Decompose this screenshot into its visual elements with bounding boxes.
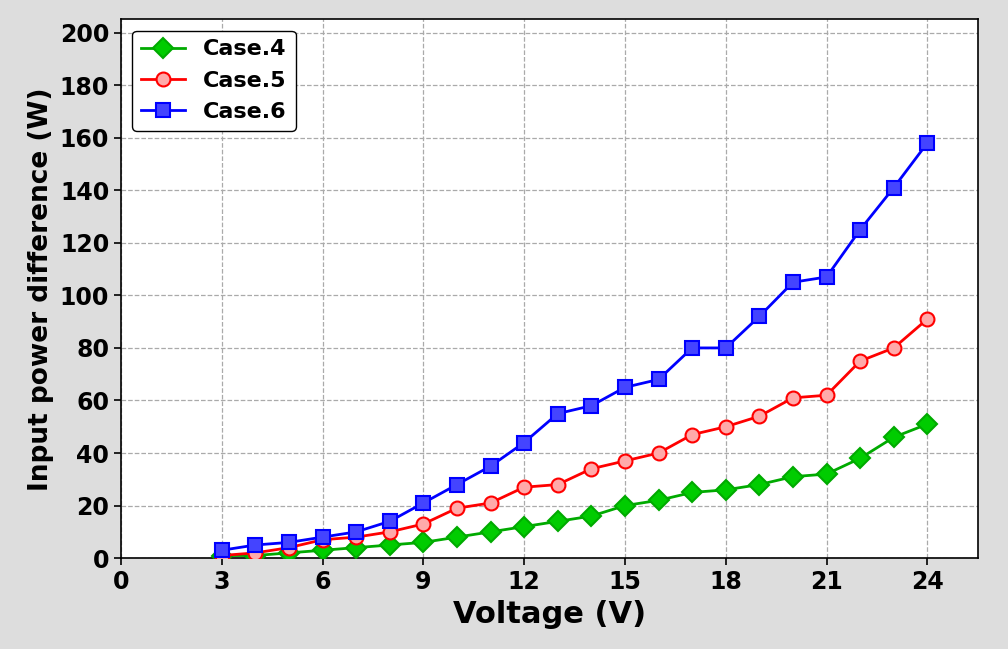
- Case.4: [317, 546, 329, 554]
- Case.4: [586, 512, 598, 520]
- Legend: Case.4, Case.5, Case.6: Case.4, Case.5, Case.6: [132, 31, 295, 130]
- Case.6: [384, 517, 396, 525]
- Case.6: [753, 313, 765, 321]
- Case.5: [921, 315, 933, 323]
- Case.5: [586, 465, 598, 472]
- Case.5: [518, 484, 530, 491]
- Case.6: [417, 499, 429, 507]
- Case.5: [350, 533, 362, 541]
- Case.5: [720, 423, 732, 431]
- Case.5: [317, 536, 329, 544]
- Y-axis label: Input power difference (W): Input power difference (W): [28, 87, 54, 491]
- Case.5: [384, 528, 396, 536]
- Case.5: [686, 431, 699, 439]
- Case.6: [283, 539, 295, 546]
- Case.5: [821, 391, 833, 399]
- Case.5: [283, 544, 295, 552]
- Case.5: [417, 520, 429, 528]
- Case.5: [652, 449, 664, 457]
- Case.5: [551, 481, 563, 489]
- Case.6: [216, 546, 228, 554]
- Case.5: [753, 412, 765, 420]
- Case.6: [652, 376, 664, 384]
- Case.4: [451, 533, 463, 541]
- Case.5: [485, 499, 497, 507]
- Line: Case.6: Case.6: [215, 136, 934, 557]
- Case.6: [249, 541, 261, 549]
- Case.5: [249, 549, 261, 557]
- Case.4: [686, 489, 699, 496]
- Case.4: [720, 486, 732, 494]
- Case.4: [854, 454, 866, 462]
- Case.6: [485, 462, 497, 470]
- Case.4: [921, 421, 933, 428]
- Case.5: [854, 357, 866, 365]
- Line: Case.5: Case.5: [215, 312, 934, 563]
- X-axis label: Voltage (V): Voltage (V): [453, 600, 646, 628]
- Case.4: [652, 496, 664, 504]
- Case.5: [888, 344, 900, 352]
- Case.4: [283, 549, 295, 557]
- Case.6: [551, 410, 563, 417]
- Case.5: [619, 457, 631, 465]
- Case.4: [551, 517, 563, 525]
- Case.4: [619, 502, 631, 509]
- Line: Case.4: Case.4: [215, 417, 934, 563]
- Case.6: [586, 402, 598, 410]
- Case.4: [249, 552, 261, 559]
- Case.4: [384, 541, 396, 549]
- Case.4: [216, 552, 228, 559]
- Case.6: [921, 139, 933, 147]
- Case.6: [787, 278, 799, 286]
- Case.4: [485, 528, 497, 536]
- Case.6: [317, 533, 329, 541]
- Case.6: [686, 344, 699, 352]
- Case.4: [518, 522, 530, 530]
- Case.4: [821, 470, 833, 478]
- Case.4: [753, 481, 765, 489]
- Case.6: [854, 226, 866, 234]
- Case.4: [417, 539, 429, 546]
- Case.4: [787, 472, 799, 480]
- Case.4: [888, 434, 900, 441]
- Case.5: [216, 552, 228, 559]
- Case.6: [518, 439, 530, 447]
- Case.5: [451, 504, 463, 512]
- Case.6: [888, 184, 900, 191]
- Case.6: [720, 344, 732, 352]
- Case.6: [451, 481, 463, 489]
- Case.6: [350, 528, 362, 536]
- Case.4: [350, 544, 362, 552]
- Case.6: [619, 384, 631, 391]
- Case.6: [821, 273, 833, 281]
- Case.5: [787, 394, 799, 402]
